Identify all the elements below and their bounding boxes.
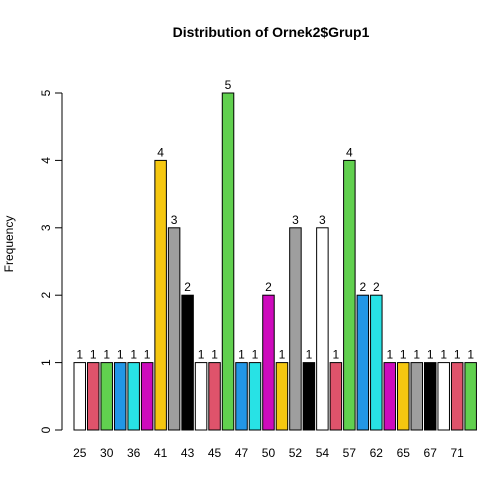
bar-30 [100,362,113,431]
bar-value-label: 3 [171,213,178,227]
bar-value-label: 1 [306,348,313,362]
x-tick-labels-group: 25 30 36 41 43 45 47 50 52 54 57 62 65 67 71 [73,446,464,460]
x-tick-label: 62 [370,446,384,460]
y-tick-label: 3 [39,224,53,231]
bar-value-label: 5 [225,78,232,92]
bar-51 [275,362,289,431]
x-tick-label: 43 [181,446,195,460]
bar-48 [248,362,262,431]
bar-value-label: 4 [157,145,164,159]
x-tick-label: 25 [73,446,87,460]
y-axis-label: Frequency [2,216,16,273]
x-tick-label: 52 [289,446,303,460]
y-tick-label: 5 [39,89,53,96]
bar-33 [113,362,127,431]
bar-42 [167,227,181,431]
bar-52 [289,227,302,431]
bar-57 [343,159,356,431]
x-tick-label: 36 [127,446,141,460]
bar-value-label: 1 [333,348,340,362]
bar-value-label: 2 [359,280,366,294]
bar-43 [181,294,194,431]
bar-40 [140,362,154,431]
bar-55 [329,362,343,431]
bar-value-label: 1 [279,348,286,362]
bar-41 [154,159,167,431]
bar-value-label: 2 [265,280,272,294]
bar-value-label: 1 [427,348,434,362]
bar-46 [221,92,235,431]
bar-25 [73,362,86,431]
bar-71 [450,362,464,431]
bar-value-label: 1 [400,348,407,362]
x-tick-label: 47 [235,446,249,460]
bar-value-label: 1 [467,348,474,362]
bar-value-label: 1 [90,348,97,362]
y-tick-label: 0 [39,426,53,433]
bar-66 [410,362,423,431]
bar-67 [423,362,437,431]
bar-value-label: 1 [386,348,393,362]
bar-50 [262,294,275,431]
bar-value-label: 1 [454,348,461,362]
bar-36 [127,362,140,431]
bar-62 [370,294,383,431]
bar-value-label: 2 [373,280,380,294]
x-tick-label: 65 [397,446,411,460]
bar-value-label: 1 [103,348,110,362]
bar-value-label: 3 [319,213,326,227]
y-tick-label: 4 [39,157,53,164]
bar-value-label: 1 [413,348,420,362]
bar-72 [464,362,477,431]
x-tick-label: 41 [154,446,168,460]
x-tick-label: 71 [451,446,465,460]
bar-64 [383,362,397,431]
bar-28 [86,362,100,431]
bar-45 [208,362,221,431]
bar-value-label: 1 [440,348,447,362]
x-tick-label: 30 [100,446,114,460]
bar-69 [437,362,450,431]
bar-44 [194,362,208,431]
bar-value-label: 1 [144,348,151,362]
bar-value-label: 2 [184,280,191,294]
bar-65 [397,362,410,431]
chart-title: Distribution of Ornek2$Grup1 [173,24,370,40]
x-tick-label: 67 [424,446,438,460]
y-axis: 0 1 2 3 4 5 [39,89,63,433]
bar-value-label: 1 [130,348,137,362]
y-tick-label: 2 [39,292,53,299]
bar-value-label: 1 [252,348,259,362]
x-tick-label: 57 [343,446,357,460]
bar-60 [356,294,370,431]
x-tick-label: 50 [262,446,276,460]
x-tick-label: 54 [316,446,330,460]
bar-value-label: 1 [211,348,218,362]
bar-value-label: 4 [346,145,353,159]
bar-value-label: 1 [198,348,205,362]
bar-value-label: 1 [117,348,124,362]
bar-value-label: 1 [238,348,245,362]
bar-53 [302,362,316,431]
x-tick-label: 45 [208,446,222,460]
bars-group [73,92,477,431]
bar-value-label: 3 [292,213,299,227]
bar-value-label: 1 [76,348,83,362]
bar-47 [235,362,248,431]
bar-54 [316,227,329,431]
y-tick-label: 1 [39,359,53,366]
